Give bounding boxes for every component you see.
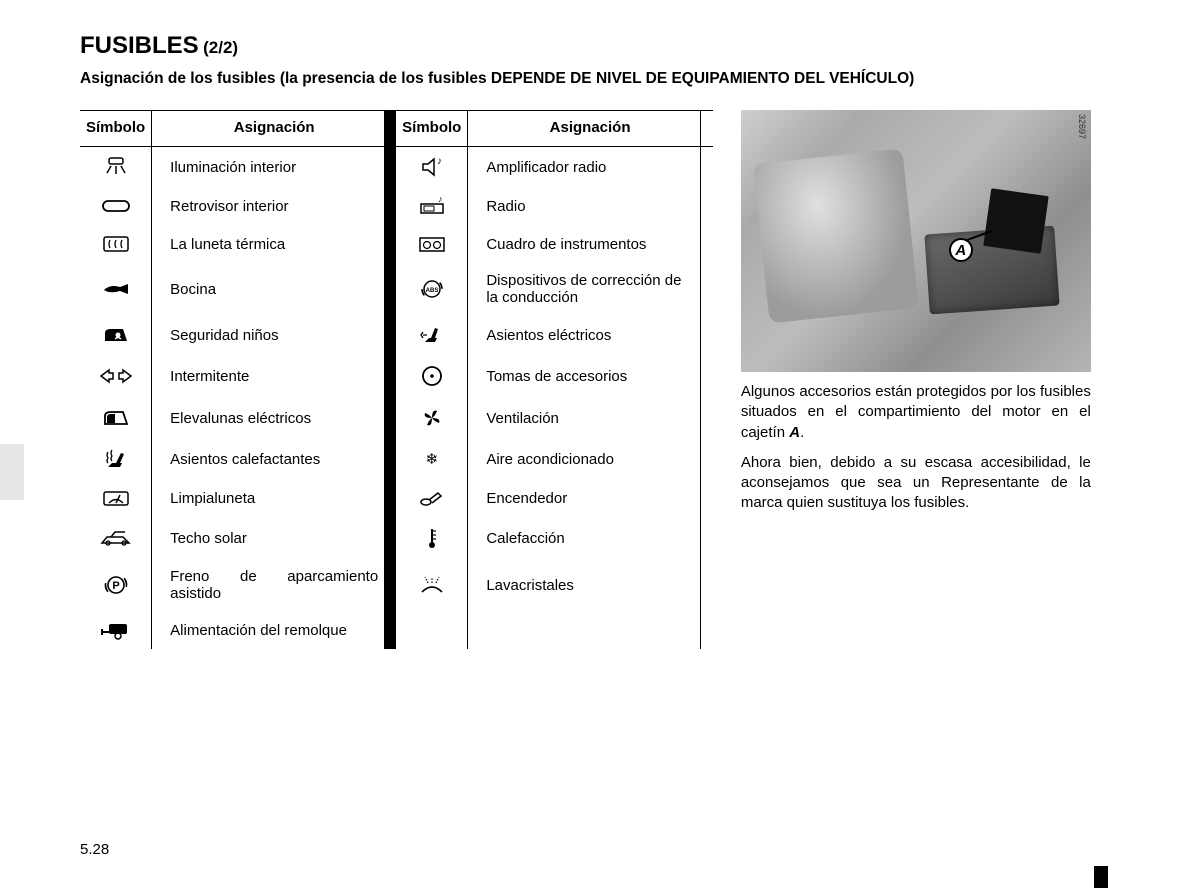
svg-text:P: P — [112, 580, 119, 592]
child-lock-icon — [80, 315, 152, 355]
col-header-symbol-2: Símbolo — [396, 111, 468, 147]
cigarette-lighter-icon — [396, 479, 468, 517]
table-row: Limpialuneta Encendedor — [80, 479, 713, 517]
power-seat-icon — [396, 315, 468, 355]
fuse-label: Elevalunas eléctricos — [164, 397, 384, 439]
svg-text:ABS: ABS — [425, 288, 438, 294]
table-row: La luneta térmica Cuadro de instrumentos — [80, 225, 713, 263]
col-header-assignment-1: Asignación — [164, 111, 384, 147]
fuse-label: Tomas de accesorios — [480, 355, 700, 397]
abs-icon: ABS — [396, 263, 468, 315]
col-header-symbol-1: Símbolo — [80, 111, 152, 147]
figure-ref-number: 32697 — [1077, 114, 1087, 139]
table-row: P Freno de aparcamiento asistido Lavacri… — [80, 559, 713, 611]
mirror-icon — [80, 187, 152, 225]
sunroof-icon — [80, 517, 152, 559]
fuse-label: Techo solar — [164, 517, 384, 559]
radio-icon: ♪ — [396, 187, 468, 225]
heating-thermometer-icon — [396, 517, 468, 559]
amplifier-icon: ♪ — [396, 147, 468, 188]
rear-wiper-icon — [80, 479, 152, 517]
fuse-label: Lavacristales — [480, 559, 700, 611]
page-subtitle: Asignación de los fusibles (la presencia… — [80, 70, 1160, 88]
fuse-label: Dispositivos de corrección de la conducc… — [480, 263, 700, 315]
engine-compartment-figure: A 32697 — [741, 110, 1091, 372]
rear-defrost-icon — [80, 225, 152, 263]
fuse-label: Aire acondicionado — [480, 439, 700, 479]
page-content: FUSIBLES (2/2) Asignación de los fusible… — [0, 0, 1200, 649]
svg-text:♪: ♪ — [437, 156, 442, 167]
page-number: 5.28 — [80, 841, 109, 858]
trailer-power-icon — [80, 611, 152, 649]
fuse-label: Calefacción — [480, 517, 700, 559]
table-row: Alimentación del remolque — [80, 611, 713, 649]
fuse-label: Cuadro de instrumentos — [480, 225, 700, 263]
table-row: Elevalunas eléctricos Ventilación — [80, 397, 713, 439]
fuse-table-body: Iluminación interior ♪ Amplificador radi… — [80, 147, 713, 650]
heated-seat-icon — [80, 439, 152, 479]
right-column: A 32697 Algunos accesorios están protegi… — [741, 110, 1091, 524]
svg-text:♪: ♪ — [438, 196, 443, 204]
page-counter: (2/2) — [203, 38, 238, 57]
fuse-label: Alimentación del remolque — [164, 611, 384, 649]
fuse-label: Asientos calefactantes — [164, 439, 384, 479]
title-row: FUSIBLES (2/2) — [80, 32, 1160, 60]
table-row: Retrovisor interior ♪ Radio — [80, 187, 713, 225]
side-tab — [0, 444, 24, 500]
turn-signal-icon — [80, 355, 152, 397]
power-window-icon — [80, 397, 152, 439]
figure-caption: Algunos accesorios están protegidos por … — [741, 382, 1091, 514]
ventilation-icon — [396, 397, 468, 439]
caption-text: . — [800, 424, 804, 441]
horn-icon — [80, 263, 152, 315]
accessory-socket-icon — [396, 355, 468, 397]
table-row: Asientos calefactantes ❄ Aire acondicion… — [80, 439, 713, 479]
interior-light-icon — [80, 147, 152, 188]
caption-text: Ahora bien, debido a su escasa accesibil… — [741, 453, 1091, 514]
fuse-label: Ventilación — [480, 397, 700, 439]
fuse-label: Asientos eléctricos — [480, 315, 700, 355]
fuse-label: La luneta térmica — [164, 225, 384, 263]
windscreen-washer-icon — [396, 559, 468, 611]
table-row: Techo solar Calefacción — [80, 517, 713, 559]
page-title: FUSIBLES — [80, 32, 199, 59]
instrument-cluster-icon — [396, 225, 468, 263]
fuse-label: Freno de aparcamiento asistido — [164, 559, 384, 611]
fuse-label: Iluminación interior — [164, 147, 384, 188]
ac-snowflake-icon: ❄ — [396, 439, 468, 479]
caption-callout-ref: A — [789, 424, 800, 441]
parking-brake-icon: P — [80, 559, 152, 611]
callout-a-label: A — [949, 238, 973, 262]
crop-mark — [1094, 866, 1108, 888]
fuse-label: Limpialuneta — [164, 479, 384, 517]
fuse-label: Radio — [480, 187, 700, 225]
fuse-label: Encendedor — [480, 479, 700, 517]
table-row: Iluminación interior ♪ Amplificador radi… — [80, 147, 713, 188]
fuse-label: Seguridad niños — [164, 315, 384, 355]
col-header-assignment-2: Asignación — [480, 111, 700, 147]
fuse-label: Bocina — [164, 263, 384, 315]
table-row: Intermitente Tomas de accesorios — [80, 355, 713, 397]
table-row: Seguridad niños Asientos eléctricos — [80, 315, 713, 355]
fuse-label: Amplificador radio — [480, 147, 700, 188]
table-row: Bocina ABS Dispositivos de corrección de… — [80, 263, 713, 315]
fuse-table: Símbolo Asignación Símbolo Asignación — [80, 110, 713, 649]
fuse-label: Intermitente — [164, 355, 384, 397]
content-row: Símbolo Asignación Símbolo Asignación — [80, 110, 1160, 649]
fuse-label: Retrovisor interior — [164, 187, 384, 225]
